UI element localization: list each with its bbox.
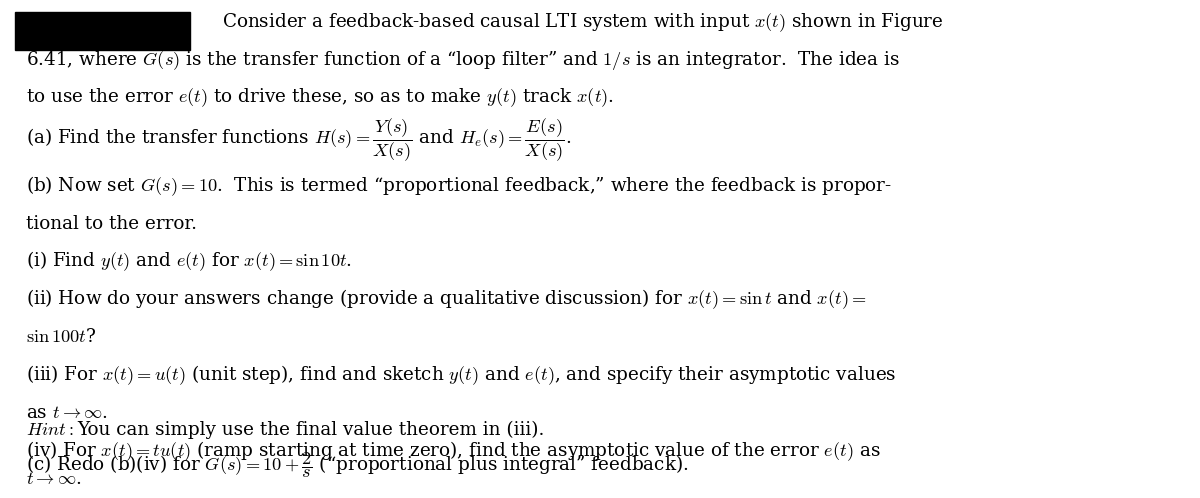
Text: to use the error $e(t)$ to drive these, so as to make $y(t)$ track $x(t)$.: to use the error $e(t)$ to drive these, … — [26, 87, 614, 110]
Text: $\sin 100t$?: $\sin 100t$? — [26, 328, 97, 346]
Text: (c) Redo (b)(iv) for $G(s) = 10 + \dfrac{2}{s}$ (“proportional plus integral” fe: (c) Redo (b)(iv) for $G(s) = 10 + \dfrac… — [26, 450, 689, 480]
Text: You can simply use the final value theorem in (iii).: You can simply use the final value theor… — [77, 421, 544, 439]
Text: 6.41, where $G(s)$ is the transfer function of a “loop filter” and $1/s$ is an i: 6.41, where $G(s)$ is the transfer funct… — [26, 49, 900, 72]
Text: (iv) For $x(t) = tu(t)$ (ramp starting at time zero), find the asymptotic value : (iv) For $x(t) = tu(t)$ (ramp starting a… — [26, 439, 881, 463]
Text: $\mathit{Hint}\mathit{:}$: $\mathit{Hint}\mathit{:}$ — [26, 421, 74, 439]
Text: (iii) For $x(t) = u(t)$ (unit step), find and sketch $y(t)$ and $e(t)$, and spec: (iii) For $x(t) = u(t)$ (unit step), fin… — [26, 363, 896, 387]
Text: tional to the error.: tional to the error. — [26, 215, 197, 233]
Text: $t \to \infty$.: $t \to \infty$. — [26, 470, 82, 488]
Text: as $t \to \infty$.: as $t \to \infty$. — [26, 404, 108, 422]
Bar — [14, 12, 190, 50]
Text: Consider a feedback-based causal LTI system with input $x(t)$ shown in Figure: Consider a feedback-based causal LTI sys… — [222, 11, 943, 34]
Text: (b) Now set $G(s) = 10$.  This is termed “proportional feedback,” where the feed: (b) Now set $G(s) = 10$. This is termed … — [26, 174, 893, 198]
Text: (ii) How do your answers change (provide a qualitative discussion) for $x(t) = \: (ii) How do your answers change (provide… — [26, 287, 868, 311]
Text: (i) Find $y(t)$ and $e(t)$ for $x(t) = \sin 10t$.: (i) Find $y(t)$ and $e(t)$ for $x(t) = \… — [26, 249, 353, 273]
Text: (a) Find the transfer functions $H(s) = \dfrac{Y(s)}{X(s)}$ and $H_e(s) = \dfrac: (a) Find the transfer functions $H(s) = … — [26, 117, 571, 164]
